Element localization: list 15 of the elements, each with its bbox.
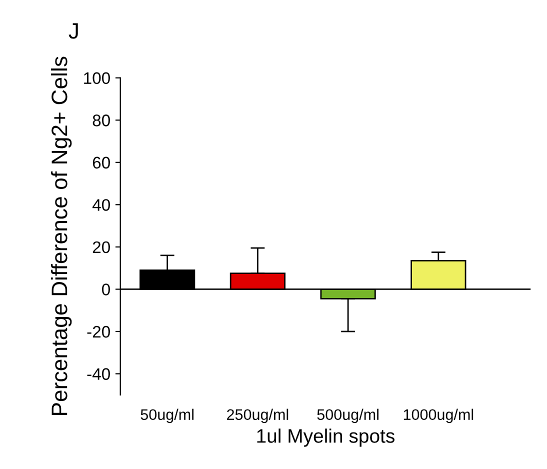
- y-tick-label: 0: [102, 284, 110, 296]
- x-axis-title: 1ul Myelin spots: [257, 428, 394, 447]
- y-tick-label: 100: [84, 72, 110, 84]
- y-tick-label: 80: [92, 114, 110, 126]
- y-tick-label: 40: [92, 199, 110, 211]
- text: J: [68, 23, 78, 39]
- y-tick-label: 20: [92, 241, 110, 254]
- y-tick-label: -40: [87, 368, 110, 380]
- x-tick-label: 1000ug/ml: [404, 408, 474, 424]
- y-tick-label: 60: [92, 156, 110, 169]
- x-tick-label: 500ug/ml: [317, 408, 378, 424]
- y-axis-title: Percentage Difference of Ng2+ Cells: [50, 56, 72, 416]
- y-tick-label: -20: [87, 326, 110, 338]
- x-tick-label: 250ug/ml: [227, 408, 288, 424]
- x-tick-label: 50ug/ml: [140, 408, 194, 424]
